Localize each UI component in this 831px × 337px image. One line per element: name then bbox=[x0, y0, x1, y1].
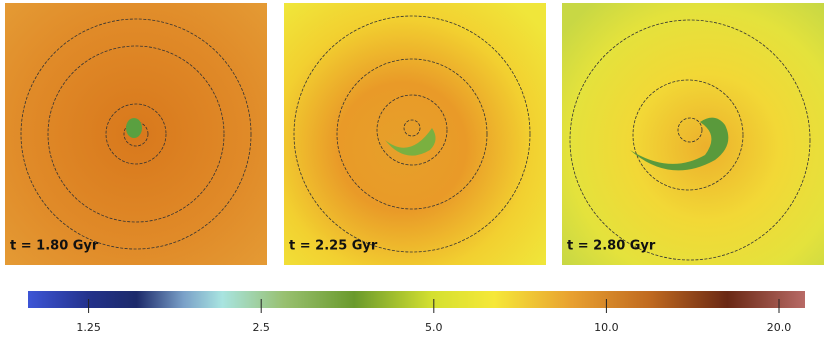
tick-label: 1.25 bbox=[76, 321, 101, 334]
panel-label: t = 2.80 Gyr bbox=[567, 239, 656, 254]
panel-label: t = 2.25 Gyr bbox=[289, 239, 378, 254]
colorbar bbox=[28, 291, 805, 308]
tick-label: 2.5 bbox=[252, 321, 270, 334]
tick-label: 10.0 bbox=[594, 321, 619, 334]
tick-label: 20.0 bbox=[767, 321, 792, 334]
panel-2: t = 2.25 Gyr bbox=[284, 3, 546, 265]
panel-3: t = 2.80 Gyr bbox=[562, 3, 824, 265]
panel-1: t = 1.80 Gyr bbox=[5, 3, 267, 265]
tick-label: 5.0 bbox=[425, 321, 443, 334]
panel-label: t = 1.80 Gyr bbox=[10, 239, 99, 254]
